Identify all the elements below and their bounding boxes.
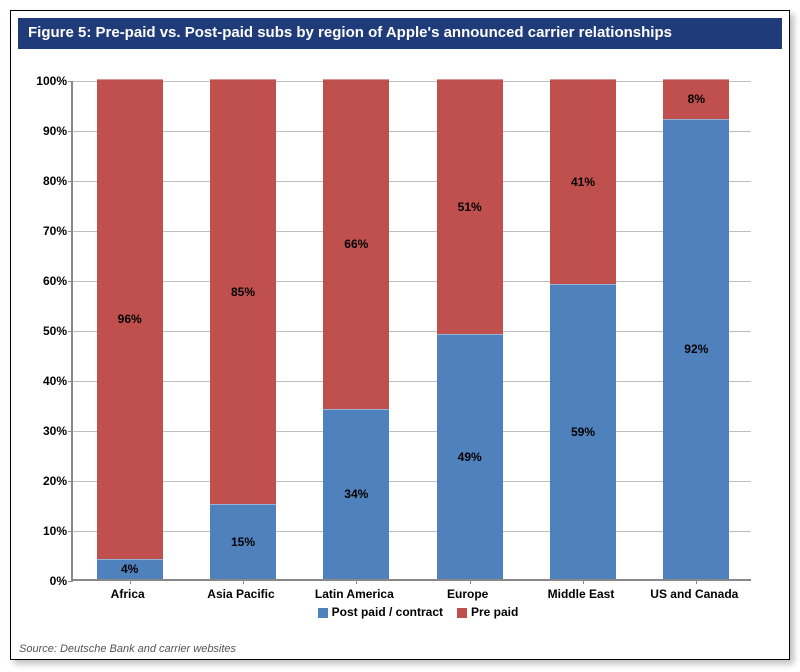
bar-value-label: 41% xyxy=(550,175,616,189)
bar-value-label: 85% xyxy=(210,285,276,299)
legend-label: Post paid / contract xyxy=(332,605,443,619)
chart-title: Figure 5: Pre-paid vs. Post-paid subs by… xyxy=(17,17,783,50)
bar-column: 4% 96% xyxy=(97,81,163,579)
x-tick xyxy=(130,579,131,584)
x-tick xyxy=(583,579,584,584)
y-axis-label: 0% xyxy=(23,574,67,588)
grid-line xyxy=(73,331,751,332)
y-axis-label: 90% xyxy=(23,124,67,138)
grid-line xyxy=(73,281,751,282)
bar-value-label: 4% xyxy=(97,562,163,576)
grid-line xyxy=(73,131,751,132)
source-note: Source: Deutsche Bank and carrier websit… xyxy=(19,643,236,655)
y-axis-label: 50% xyxy=(23,324,67,338)
bar-value-label: 92% xyxy=(663,342,729,356)
bar-value-label: 8% xyxy=(663,92,729,106)
x-tick xyxy=(243,579,244,584)
x-axis-label: Asia Pacific xyxy=(184,587,297,601)
y-tick xyxy=(68,431,73,432)
grid-line xyxy=(73,231,751,232)
y-axis-label: 70% xyxy=(23,224,67,238)
figure-container: Figure 5: Pre-paid vs. Post-paid subs by… xyxy=(10,10,790,660)
y-axis-label: 100% xyxy=(23,74,67,88)
y-tick xyxy=(68,481,73,482)
bar-column: 15% 85% xyxy=(210,81,276,579)
x-axis-label: Europe xyxy=(411,587,524,601)
legend-label: Pre paid xyxy=(471,605,518,619)
legend: Post paid / contract Pre paid xyxy=(71,605,751,619)
bar-column: 59% 41% xyxy=(550,81,616,579)
grid-line xyxy=(73,181,751,182)
y-tick xyxy=(68,581,73,582)
bar-value-label: 66% xyxy=(323,237,389,251)
y-axis-label: 30% xyxy=(23,424,67,438)
bar-value-label: 59% xyxy=(550,425,616,439)
y-tick xyxy=(68,231,73,232)
y-tick xyxy=(68,181,73,182)
x-axis-label: Middle East xyxy=(524,587,637,601)
x-axis-label: Africa xyxy=(71,587,184,601)
y-tick xyxy=(68,131,73,132)
grid-line xyxy=(73,81,751,82)
bar-column: 92% 8% xyxy=(663,81,729,579)
y-axis-label: 60% xyxy=(23,274,67,288)
legend-swatch xyxy=(457,608,467,618)
y-tick xyxy=(68,531,73,532)
x-axis-label: Latin America xyxy=(298,587,411,601)
plot-wrap: 0%10%20%30%40%50%60%70%80%90%100%4%96%15… xyxy=(71,81,771,581)
bar-value-label: 49% xyxy=(437,450,503,464)
grid-line xyxy=(73,481,751,482)
y-axis-label: 20% xyxy=(23,474,67,488)
bar-column: 49% 51% xyxy=(437,81,503,579)
x-axis-label: US and Canada xyxy=(638,587,751,601)
bar-value-label: 51% xyxy=(437,200,503,214)
y-tick xyxy=(68,381,73,382)
y-axis-label: 40% xyxy=(23,374,67,388)
bar-value-label: 96% xyxy=(97,312,163,326)
bar-value-label: 34% xyxy=(323,487,389,501)
legend-swatch xyxy=(318,608,328,618)
grid-line xyxy=(73,531,751,532)
x-tick xyxy=(696,579,697,584)
bar-column: 34% 66% xyxy=(323,81,389,579)
bar-value-label: 15% xyxy=(210,535,276,549)
y-axis-label: 80% xyxy=(23,174,67,188)
y-axis-label: 10% xyxy=(23,524,67,538)
grid-line xyxy=(73,381,751,382)
y-tick xyxy=(68,331,73,332)
x-tick xyxy=(470,579,471,584)
y-tick xyxy=(68,81,73,82)
x-tick xyxy=(356,579,357,584)
plot-area: 0%10%20%30%40%50%60%70%80%90%100%4%96%15… xyxy=(71,81,751,581)
y-tick xyxy=(68,281,73,282)
grid-line xyxy=(73,431,751,432)
